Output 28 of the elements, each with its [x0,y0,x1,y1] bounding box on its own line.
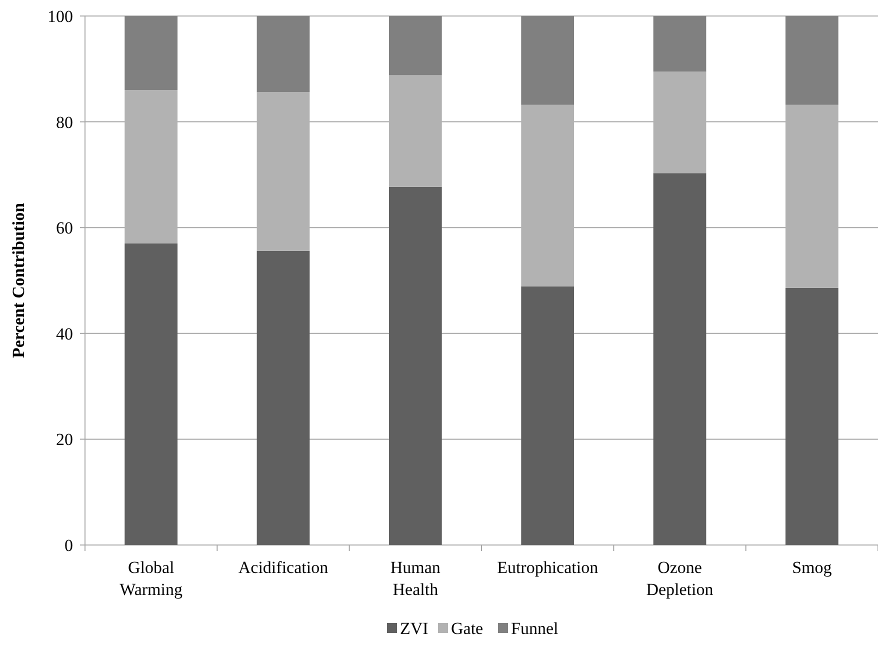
bar [388,186,442,545]
x-tick-label: Ozone Depletion [646,558,714,599]
y-tick-label: 0 [64,536,73,555]
bar [785,16,838,105]
legend-label: ZVI [400,619,429,638]
y-tick-label: 60 [56,218,73,238]
x-tick-label: Eutrophication [497,558,599,577]
y-tick-label: 40 [56,324,73,344]
legend-label: Funnel [511,619,558,638]
bar [388,16,442,76]
bar [256,250,310,545]
y-axis-title: Percent Contribution [8,202,28,358]
x-tick-label: Acidification [238,558,329,577]
y-tick-label: 80 [56,112,73,132]
x-tick-label: Smog [792,558,832,577]
y-tick-label: 100 [48,6,73,26]
bar [653,173,706,545]
bar [521,286,574,545]
bar [256,16,310,92]
bar [124,16,178,90]
bar [653,16,706,72]
bar [124,243,178,545]
bar [785,288,838,545]
bar [521,16,574,105]
y-tick-label: 20 [56,430,73,450]
x-tick-label: Global Warming [120,558,183,599]
legend-label: Gate [451,619,484,638]
x-tick-label: Human Health [390,558,441,599]
